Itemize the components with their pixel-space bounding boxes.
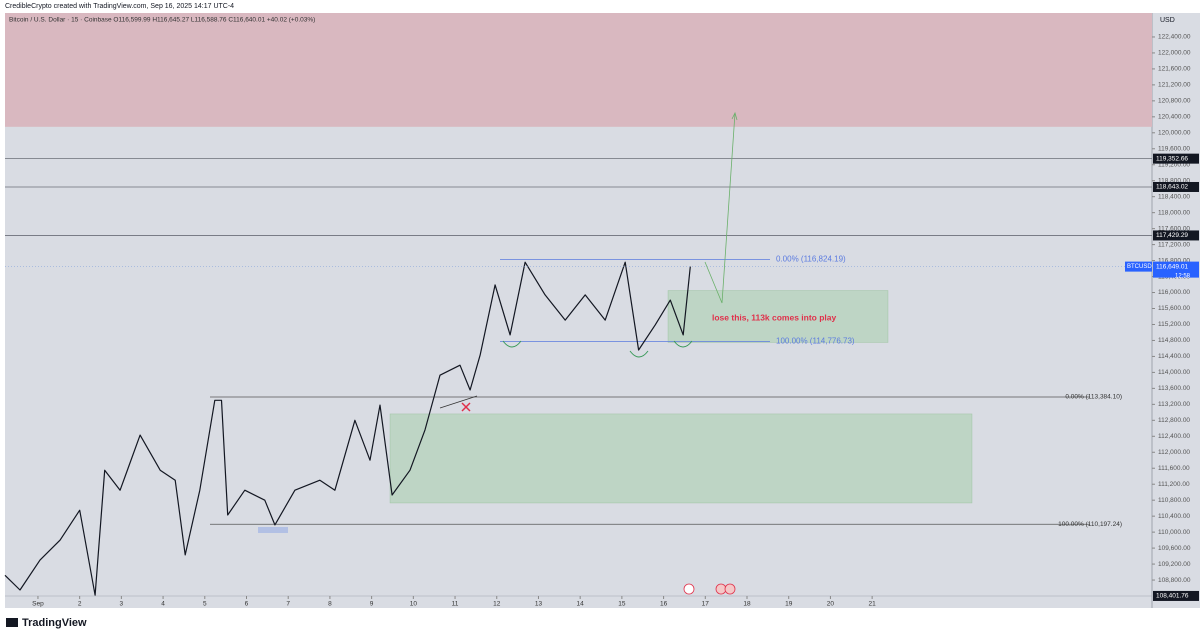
price-axis <box>1152 13 1200 608</box>
x-tick-label: 7 <box>286 601 290 608</box>
x-tick-label: 13 <box>535 601 543 608</box>
y-tick-label: 117,200.00 <box>1158 241 1190 248</box>
y-tick-label: 121,600.00 <box>1158 66 1191 73</box>
y-tick-label: 114,800.00 <box>1158 337 1190 344</box>
x-tick-label: 2 <box>78 601 82 608</box>
y-tick-label: 115,600.00 <box>1158 305 1190 312</box>
y-tick-label: 115,200.00 <box>1158 321 1190 328</box>
logo: TradingView <box>6 617 87 629</box>
price-line <box>4 261 691 596</box>
x-tick-label: 6 <box>245 601 249 608</box>
y-tick-label: 118,400.00 <box>1158 193 1190 200</box>
level-label: 119,352.66 <box>1156 155 1188 162</box>
trendline <box>439 395 478 409</box>
y-tick-label: 109,600.00 <box>1158 545 1191 552</box>
arrow-head <box>731 111 738 121</box>
y-tick-label: 110,000.00 <box>1158 529 1190 536</box>
y-tick-label: 120,000.00 <box>1158 130 1191 137</box>
y-tick-label: 119,200.00 <box>1158 161 1190 168</box>
swing-arc <box>673 340 693 348</box>
x-tick-label: 5 <box>203 601 207 608</box>
layer: 108,800.00 109,200.00 109,600.00 110,000.00… <box>4 13 1199 608</box>
y-tick-label: 112,000.00 <box>1158 449 1190 456</box>
y-tick-label: 122,000.00 <box>1158 50 1191 57</box>
countdown: 12:58 <box>1175 274 1191 280</box>
swing-arc <box>502 340 522 348</box>
x-tick-label: 17 <box>702 601 710 608</box>
y-tick-label: 117,600.00 <box>1158 225 1190 232</box>
y-tick-label: 112,800.00 <box>1158 417 1190 424</box>
event-icon <box>683 583 695 595</box>
x-tick-label: 16 <box>660 601 668 608</box>
y-tick-label: 114,000.00 <box>1158 369 1190 376</box>
x-tick-label: 19 <box>785 601 793 608</box>
zone-box <box>389 413 973 504</box>
x-tick-label: 20 <box>827 601 835 608</box>
axis-label: USD <box>1160 17 1175 24</box>
y-tick-label: 120,400.00 <box>1158 114 1191 121</box>
swing-arc <box>629 350 649 358</box>
last-price-label: 116,649.01 <box>1156 263 1188 270</box>
fib-label: 0.00% (116,824.19) <box>776 255 846 264</box>
level-label-bg <box>1153 181 1199 192</box>
highlight <box>258 527 288 533</box>
x-tick-label: 21 <box>869 601 877 608</box>
x-tick-label: 9 <box>370 601 374 608</box>
level-label: 118,643.02 <box>1156 184 1188 191</box>
symbol-line: Bitcoin / U.S. Dollar · 15 · Coinbase O1… <box>9 17 315 24</box>
y-tick-label: 109,200.00 <box>1158 561 1191 568</box>
event-icon <box>724 583 736 595</box>
x-tick-label: 12 <box>493 601 501 608</box>
y-tick-label: 119,600.00 <box>1158 145 1190 152</box>
x-tick-label: 8 <box>328 601 332 608</box>
y-tick-label: 111,600.00 <box>1158 465 1190 472</box>
level-label-bg <box>1153 230 1199 241</box>
x-tick-label: 18 <box>743 601 751 608</box>
y-tick-label: 122,400.00 <box>1158 34 1191 41</box>
y-tick-label: 118,800.00 <box>1158 177 1190 184</box>
y-tick-label: 113,200.00 <box>1158 401 1190 408</box>
cross <box>461 402 471 412</box>
x-tick-label: Sep <box>32 601 44 608</box>
y-tick-label: 118,000.00 <box>1158 209 1190 216</box>
series-label-bg <box>1125 261 1152 272</box>
logo-icon <box>6 618 18 627</box>
y-tick-label: 121,200.00 <box>1158 82 1191 89</box>
y-tick-label: 120,800.00 <box>1158 98 1191 105</box>
fib-label: 0.00% (113,384.10) <box>1065 394 1122 401</box>
x-tick-label: 11 <box>452 601 459 608</box>
x-tick-label: 3 <box>120 601 124 608</box>
y-tick-label: 110,400.00 <box>1158 513 1190 520</box>
annotation: lose this, 113k comes into play <box>712 312 837 322</box>
brand: TradingView <box>22 617 87 629</box>
x-tick-label: 4 <box>161 601 165 608</box>
fib-label: 100.00% (110,197.24) <box>1058 521 1122 528</box>
y-tick-label: 110,800.00 <box>1158 497 1190 504</box>
header: CredibleCrypto created with TradingView.… <box>5 3 234 10</box>
level-label: 117,429.29 <box>1156 232 1188 239</box>
last-price-bg <box>1153 261 1199 278</box>
y-tick-label: 112,400.00 <box>1158 433 1190 440</box>
series-label: BTCUSD <box>1127 264 1152 270</box>
resistance-zone <box>5 13 1152 127</box>
x-tick-label: 10 <box>410 601 418 608</box>
level-label-bg <box>1153 590 1199 601</box>
y-tick-label: 116,800.00 <box>1158 257 1190 264</box>
y-tick-label: 111,200.00 <box>1158 481 1190 488</box>
y-tick-label: 116,000.00 <box>1158 289 1190 296</box>
y-tick-label: 114,400.00 <box>1158 353 1190 360</box>
event-icon <box>715 583 727 595</box>
zone-box <box>667 290 889 343</box>
fib-label: 100.00% (114,776.73) <box>776 336 855 345</box>
x-tick-label: 14 <box>577 601 585 608</box>
y-tick-label: 108,800.00 <box>1158 577 1191 584</box>
level-label: 108,401.76 <box>1156 593 1189 600</box>
arrow <box>704 112 736 304</box>
level-label-bg <box>1153 153 1199 164</box>
x-tick-label: 15 <box>618 601 626 608</box>
y-tick-label: 113,600.00 <box>1158 385 1190 392</box>
